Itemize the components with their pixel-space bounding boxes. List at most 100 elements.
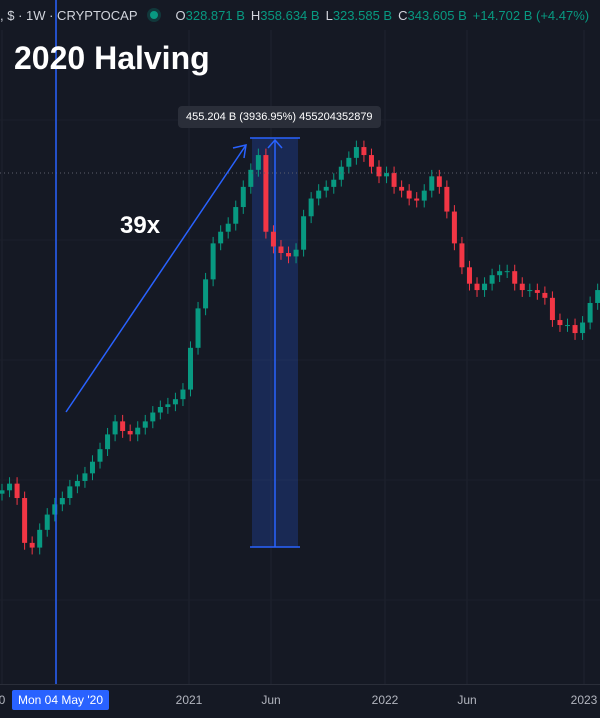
candle-body <box>112 421 118 435</box>
candle-body <box>346 157 352 167</box>
candle-body <box>44 514 50 530</box>
candle-body <box>157 406 163 413</box>
candle-body <box>482 283 488 291</box>
candle-body <box>534 290 540 293</box>
open-value: 328.871 B <box>185 7 245 23</box>
candle-body <box>549 297 555 321</box>
candle-body <box>67 486 73 499</box>
candle-body <box>308 198 314 217</box>
candle-body <box>105 434 111 450</box>
candle-body <box>89 461 95 474</box>
candle-body <box>504 271 510 273</box>
candle-body <box>444 186 450 212</box>
symbol-label[interactable]: , $ · 1W · CRYPTOCAP <box>0 7 138 23</box>
candle-body <box>361 147 367 156</box>
x-tick: Jun <box>261 693 281 707</box>
candle-body <box>278 246 284 253</box>
candle-body <box>459 243 465 268</box>
halving-title: 2020 Halving <box>14 40 210 76</box>
candle-body <box>338 166 344 180</box>
multiplier-label: 39x <box>120 212 161 239</box>
candle-body <box>399 186 405 191</box>
candle-body <box>316 190 322 199</box>
candle-body <box>218 231 224 244</box>
candle-body <box>120 421 126 431</box>
candle-body <box>233 207 239 224</box>
candle-body <box>572 325 578 334</box>
candle-body <box>391 173 397 187</box>
close-value: 343.605 B <box>407 7 467 23</box>
candle-body <box>14 483 20 499</box>
candle-body <box>188 347 193 390</box>
candle-body <box>270 231 276 247</box>
x-tick: 2021 <box>175 693 203 707</box>
candle-body <box>225 223 231 232</box>
candle-body <box>172 399 178 405</box>
high-value: 358.634 B <box>260 7 320 23</box>
candle-body <box>527 290 533 292</box>
candle-body <box>331 179 337 187</box>
candle-body <box>557 320 563 326</box>
x-tick: 2023 <box>570 693 598 707</box>
candle-body <box>240 186 246 208</box>
candle-body <box>248 169 254 187</box>
candle-body <box>414 198 420 201</box>
candle-body <box>580 322 586 334</box>
candle-body <box>135 427 141 435</box>
candle-body <box>353 147 359 158</box>
trend-arrow <box>65 144 247 413</box>
candle-body <box>74 480 80 487</box>
candle-body <box>286 252 292 257</box>
candle-body <box>595 290 600 303</box>
candle-body <box>7 483 13 491</box>
candle-body <box>565 325 570 327</box>
arrow-head-icon <box>267 138 283 149</box>
candle-body <box>301 216 307 250</box>
candle-body <box>59 498 65 505</box>
candle-body <box>142 421 148 428</box>
candle-body <box>376 166 382 177</box>
candle-body <box>22 498 28 543</box>
candle-body <box>180 389 186 400</box>
candle-body <box>587 302 593 323</box>
candle-body <box>406 190 412 199</box>
candle-body <box>82 473 88 481</box>
candle-body <box>195 308 201 348</box>
candle-body <box>165 404 171 407</box>
candle-body <box>451 211 457 244</box>
candle-body <box>368 155 374 167</box>
x-tick: Jun <box>457 693 477 707</box>
change-value: +14.702 B (+4.47%) <box>472 7 590 23</box>
ohlc-header: , $ · 1W · CRYPTOCAP O 328.871 B H 358.634… <box>0 0 600 30</box>
low-value: 323.585 B <box>332 7 393 23</box>
candle-body <box>474 283 480 291</box>
candle-body <box>512 271 518 284</box>
candle-body <box>436 176 442 187</box>
candle-body <box>466 267 472 284</box>
time-axis[interactable]: 0 2021 Jun 2022 Jun 2023 Mon 04 May '20 <box>0 684 600 715</box>
candle-body <box>203 279 209 309</box>
candle-body <box>323 186 329 191</box>
candle-body <box>421 190 427 201</box>
close-label: C <box>398 7 408 23</box>
candle-body <box>384 173 390 177</box>
candle-body <box>29 542 35 548</box>
price-chart[interactable] <box>0 0 600 684</box>
candle-body <box>150 412 156 422</box>
crosshair-date-badge: Mon 04 May '20 <box>12 690 110 710</box>
candle-body <box>255 155 261 170</box>
candle-body <box>489 275 495 284</box>
measure-tooltip: 455.204 B (3936.95%) 455204352879 <box>178 106 381 128</box>
low-label: L <box>325 7 333 23</box>
candle-body <box>97 449 103 462</box>
candle-body <box>497 271 503 276</box>
arrow-head-icon <box>232 144 247 159</box>
candle-body <box>210 243 216 280</box>
candle-body <box>127 430 133 435</box>
candle-body <box>429 176 435 191</box>
x-tick: 0 <box>0 693 6 707</box>
candle-body <box>37 529 43 548</box>
x-tick: 2022 <box>371 693 399 707</box>
candle-body <box>519 283 525 291</box>
